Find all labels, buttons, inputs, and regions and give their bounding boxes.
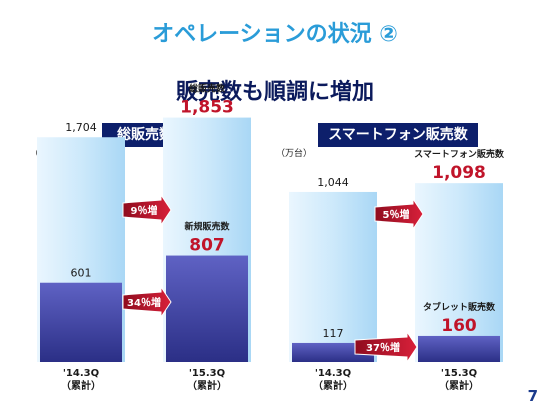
growth-label-1-0: 5％増	[383, 208, 410, 221]
growth-arrow-0-1	[122, 285, 172, 319]
unit-label-smartphone: （万台）	[276, 149, 313, 159]
tick-label-line: '15.3Q	[441, 368, 477, 379]
bar-0-series1-0	[40, 282, 122, 362]
page-title: オペレーションの状況 ②	[152, 22, 398, 47]
data-label-1-series0-1: 1,098	[432, 163, 486, 183]
tick-label-line: （累計）	[439, 379, 479, 392]
tick-label-line: '15.3Q	[189, 368, 225, 379]
data-label-0-series0-0: 1,704	[65, 121, 97, 134]
tick-label-line: '14.3Q	[63, 368, 99, 379]
tick-label-line: （累計）	[61, 379, 101, 392]
growth-label-0-0: 9％増	[131, 204, 158, 217]
page-subtitle: 販売数も順調に増加	[175, 80, 374, 105]
data-label-0-series0-1: 1,853	[180, 98, 234, 118]
tick-label-1-0: '14.3Q （累計）	[313, 368, 353, 392]
tick-label-0-1: '15.3Q （累計）	[187, 368, 227, 392]
growth-arrow-0-0	[122, 193, 172, 227]
growth-arrow-1-0	[374, 197, 424, 231]
tick-label-line: （累計）	[187, 379, 227, 392]
tick-label-line: （累計）	[313, 379, 353, 392]
series-label-1-0: スマートフォン販売数	[414, 148, 505, 160]
bar-1-series0-0	[289, 191, 377, 362]
growth-arrow-1-1	[354, 330, 418, 364]
growth-label-0-1: 34％増	[127, 296, 161, 309]
bar-1-series1-0	[292, 342, 374, 362]
bar-1-series1-1	[418, 335, 500, 362]
growth-label-1-1: 37％増	[366, 341, 400, 354]
series-label-0-0: 総販売数	[189, 83, 226, 95]
bar-0-series1-1	[166, 255, 248, 362]
page-number: 7	[527, 387, 538, 405]
bar-1-series0-1	[415, 183, 503, 362]
data-label-1-series0-0: 1,044	[317, 176, 349, 189]
series-label-0-1: 新規販売数	[184, 221, 230, 233]
tick-label-0-0: '14.3Q （累計）	[61, 368, 101, 392]
data-label-0-series1-0: 601	[71, 267, 92, 280]
series-label-1-1: タブレット販売数	[423, 301, 496, 313]
data-label-1-series1-1: 160	[441, 316, 477, 336]
tick-label-line: '14.3Q	[315, 368, 351, 379]
data-label-1-series1-0: 117	[323, 327, 344, 340]
data-label-0-series1-1: 807	[189, 236, 225, 256]
tick-label-1-1: '15.3Q （累計）	[439, 368, 479, 392]
panel-title-smartphone: スマートフォン販売数	[318, 123, 478, 147]
